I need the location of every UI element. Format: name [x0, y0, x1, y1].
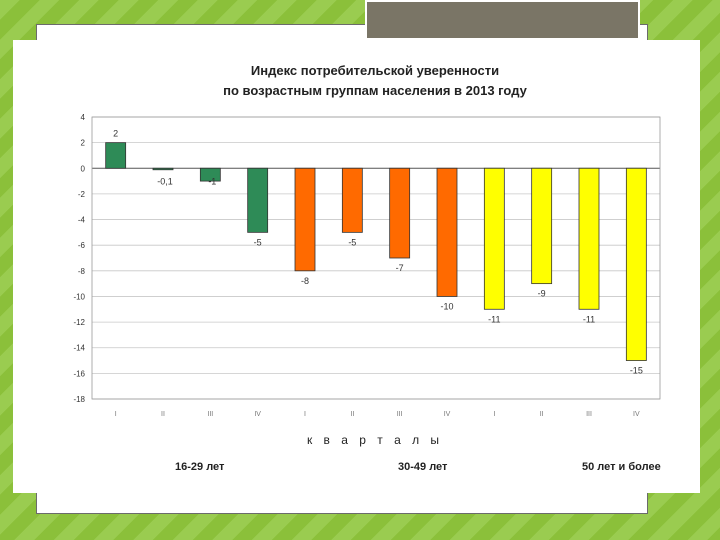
bar	[389, 167, 411, 259]
group-label-30-49: 30-49 лет	[398, 461, 448, 473]
x-tick-label: I	[115, 411, 117, 418]
group-label-50-plus: 50 лет и более	[582, 461, 661, 473]
data-label: 2	[113, 129, 118, 139]
x-tick-label: III	[586, 411, 592, 418]
x-tick-label: I	[304, 411, 306, 418]
bar	[152, 167, 174, 171]
bar	[247, 167, 269, 233]
data-label: -11	[488, 314, 500, 324]
y-tick-label: -6	[78, 241, 86, 250]
bar	[625, 167, 647, 361]
y-tick-label: -8	[78, 267, 86, 276]
y-tick-label: -14	[73, 344, 85, 353]
bar	[105, 142, 127, 169]
x-tick-label: II	[540, 411, 544, 418]
y-tick-label: -2	[78, 190, 86, 199]
data-label: -5	[254, 237, 262, 247]
y-tick-label: -10	[73, 292, 85, 301]
plot-border	[91, 116, 661, 400]
group-label-16-29: 16-29 лет	[175, 461, 225, 473]
x-axis-label: к в а р т а л ы	[306, 433, 444, 447]
y-tick-label: -12	[73, 318, 85, 327]
x-tick-label: I	[493, 411, 495, 418]
data-label: -9	[538, 289, 546, 299]
x-tick-label: II	[161, 411, 165, 418]
chart-title-line1: Индекс потребительской уверенности	[250, 63, 500, 78]
chart-title-line2: по возрастным группам населения в 2013 г…	[223, 83, 527, 98]
data-label: -11	[583, 314, 595, 324]
x-tick-label: III	[397, 411, 403, 418]
data-label: -1	[208, 176, 216, 186]
y-tick-label: -16	[73, 369, 85, 378]
bar	[483, 167, 505, 310]
y-tick-label: 2	[81, 139, 86, 148]
bar	[531, 167, 553, 285]
bar	[294, 167, 316, 272]
bar	[436, 167, 458, 297]
y-tick-label: -4	[78, 216, 86, 225]
y-tick-label: -18	[73, 395, 85, 404]
data-label: -7	[396, 263, 404, 273]
x-tick-label: IV	[254, 411, 261, 418]
x-tick-label: IV	[633, 411, 640, 418]
slide-title-placeholder	[365, 0, 640, 40]
data-label: -5	[348, 237, 356, 247]
data-label: -10	[440, 301, 453, 311]
data-label: -0,1	[157, 176, 173, 186]
bar	[578, 167, 600, 310]
data-label: -15	[630, 366, 643, 376]
data-label: -8	[301, 276, 309, 286]
bar	[199, 167, 221, 182]
bar	[341, 167, 363, 233]
y-tick-label: 0	[81, 164, 86, 173]
x-tick-label: II	[350, 411, 354, 418]
x-tick-label: IV	[444, 411, 451, 418]
x-tick-label: III	[207, 411, 213, 418]
y-tick-label: 4	[81, 113, 86, 122]
